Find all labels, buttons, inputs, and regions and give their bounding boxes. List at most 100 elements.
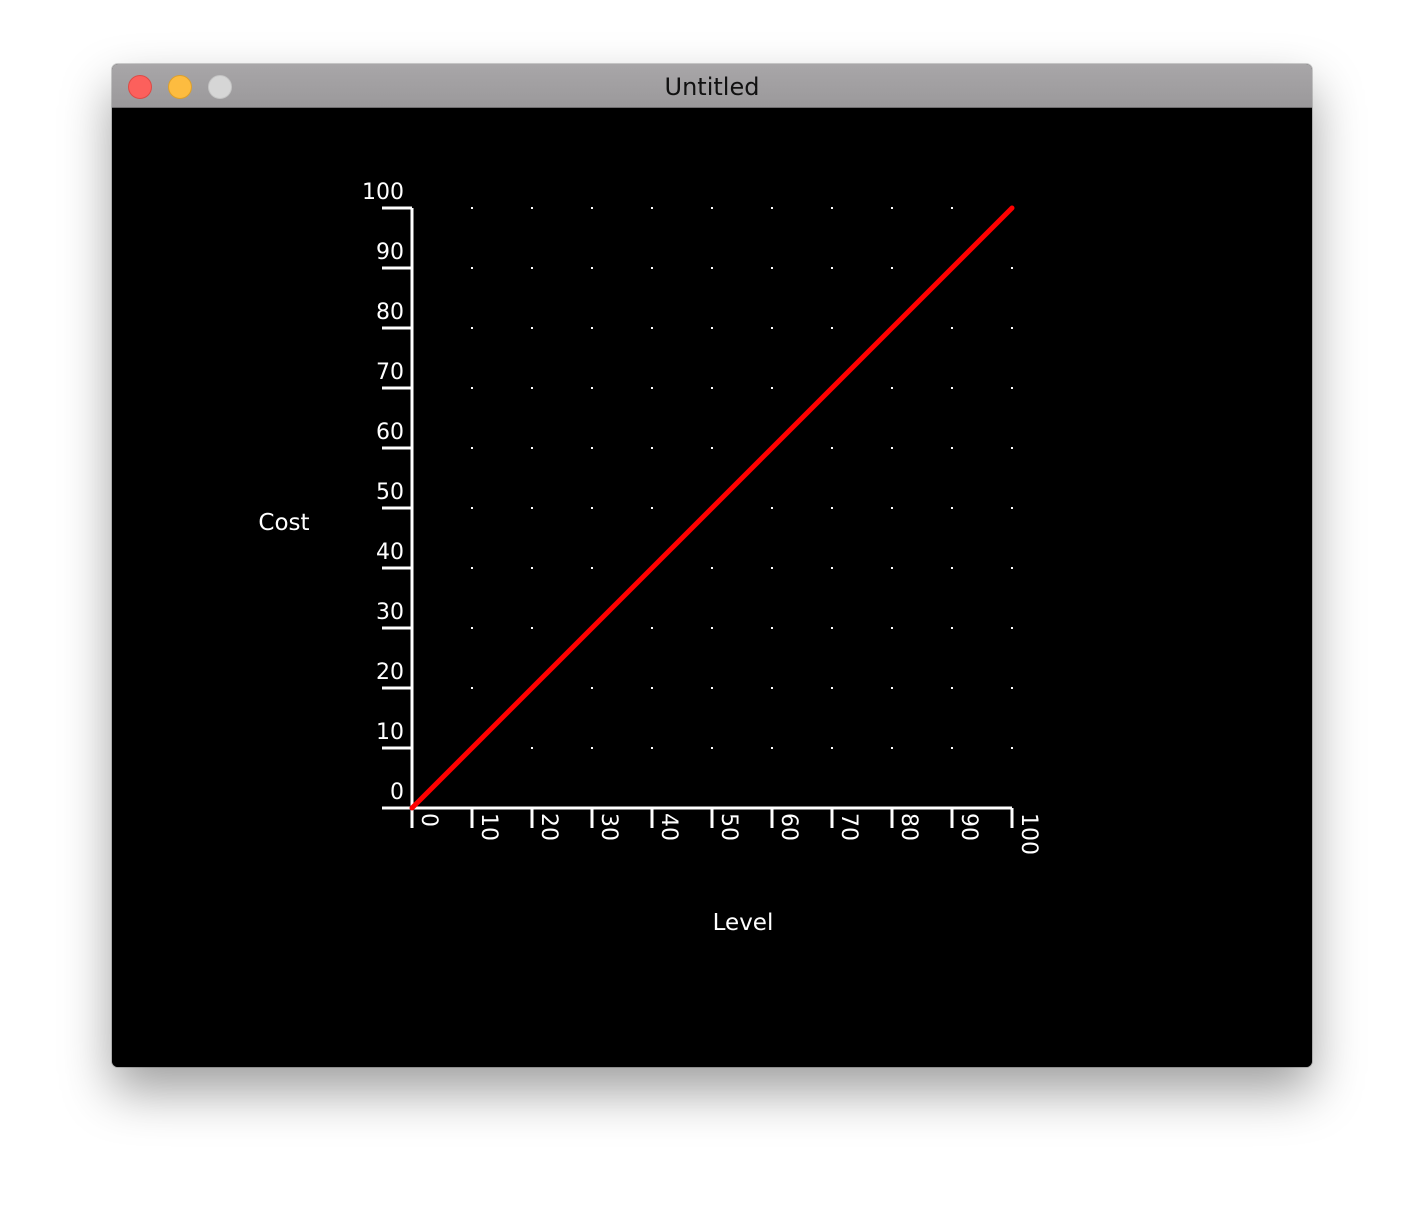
- minimize-button[interactable]: [168, 75, 192, 99]
- grid-dot: [771, 387, 773, 389]
- grid-dot: [711, 747, 713, 749]
- line-chart: 0 10 20 30 40 50 60 70 80 90 100 0 10 20 30 40 50 60 70 80 9…: [258, 180, 1041, 936]
- y-tick-label: 70: [376, 360, 404, 385]
- grid-dot: [831, 447, 833, 449]
- y-tick-label: 60: [376, 420, 404, 445]
- grid-dot: [471, 687, 473, 689]
- grid-dot: [531, 267, 533, 269]
- x-tick-label: 70: [836, 813, 861, 841]
- x-tick-label: 50: [716, 813, 741, 841]
- y-tick-label: 0: [390, 780, 404, 805]
- x-tick-label: 0: [416, 813, 441, 827]
- grid-dot: [1011, 507, 1013, 509]
- grid-dot: [591, 327, 593, 329]
- grid-dot: [531, 327, 533, 329]
- grid-dot: [591, 207, 593, 209]
- grid-dot: [591, 567, 593, 569]
- grid-dot: [471, 207, 473, 209]
- grid-dot: [1011, 447, 1013, 449]
- grid-dot: [831, 627, 833, 629]
- grid-dot: [651, 507, 653, 509]
- grid-dot: [711, 207, 713, 209]
- grid-dot: [651, 327, 653, 329]
- grid-dot: [1011, 747, 1013, 749]
- grid-dot: [531, 567, 533, 569]
- y-tick-label: 20: [376, 660, 404, 685]
- grid-dot: [771, 267, 773, 269]
- grid-dot: [711, 687, 713, 689]
- y-tick-label: 50: [376, 480, 404, 505]
- grid-dot: [951, 627, 953, 629]
- grid-dot: [651, 627, 653, 629]
- grid-dot: [1011, 387, 1013, 389]
- grid-dot: [831, 267, 833, 269]
- grid-dot: [771, 567, 773, 569]
- close-button[interactable]: [128, 75, 152, 99]
- grid-dot: [711, 267, 713, 269]
- x-tick-label: 10: [476, 813, 501, 841]
- grid-dot: [891, 627, 893, 629]
- tick-labels: 0 10 20 30 40 50 60 70 80 90 100 0 10 20 30 40 50 60 70 80 9…: [362, 180, 1041, 855]
- grid-dot: [831, 567, 833, 569]
- grid-dot: [651, 387, 653, 389]
- grid-dot: [591, 507, 593, 509]
- grid-dot: [891, 507, 893, 509]
- grid-dot: [531, 507, 533, 509]
- grid-dot: [471, 327, 473, 329]
- series: [409, 205, 1015, 811]
- y-tick-label: 40: [376, 540, 404, 565]
- grid-dot: [651, 207, 653, 209]
- grid-dot: [591, 687, 593, 689]
- grid-dot: [1011, 687, 1013, 689]
- grid-dot: [531, 387, 533, 389]
- grid-dot: [771, 747, 773, 749]
- grid-dot: [651, 747, 653, 749]
- grid-dot: [471, 507, 473, 509]
- grid-dot: [951, 207, 953, 209]
- x-tick-label: 60: [776, 813, 801, 841]
- grid-dot: [951, 447, 953, 449]
- series-line: [409, 205, 1015, 811]
- grid-dot: [891, 207, 893, 209]
- grid-dot: [891, 267, 893, 269]
- grid-dot: [531, 627, 533, 629]
- grid-dot: [711, 447, 713, 449]
- grid-dot: [531, 207, 533, 209]
- grid-dot: [591, 387, 593, 389]
- grid-dot: [471, 567, 473, 569]
- y-tick-label: 80: [376, 300, 404, 325]
- grid-dot: [831, 327, 833, 329]
- grid-dot: [771, 627, 773, 629]
- grid-dot: [711, 327, 713, 329]
- grid-dot: [1011, 327, 1013, 329]
- plot-canvas: 0 10 20 30 40 50 60 70 80 90 100 0 10 20 30 40 50 60 70 80 9…: [112, 108, 1312, 1067]
- window-title: Untitled: [664, 73, 760, 101]
- axes: [382, 206, 1014, 828]
- grid-dot: [831, 687, 833, 689]
- grid-dot: [471, 267, 473, 269]
- grid-dot: [711, 387, 713, 389]
- grid-dot: [951, 507, 953, 509]
- grid-dot: [951, 747, 953, 749]
- grid-dot: [951, 687, 953, 689]
- y-axis-label: Cost: [258, 510, 309, 536]
- x-tick-label: 20: [536, 813, 561, 841]
- grid-dot: [591, 267, 593, 269]
- title-bar[interactable]: Untitled: [112, 64, 1312, 108]
- grid-dot: [1011, 567, 1013, 569]
- grid-dot: [471, 627, 473, 629]
- grid-dot: [711, 627, 713, 629]
- x-tick-label: 40: [656, 813, 681, 841]
- zoom-button[interactable]: [208, 75, 232, 99]
- grid-dot: [1011, 267, 1013, 269]
- x-tick-label: 90: [956, 813, 981, 841]
- grid-dot: [831, 507, 833, 509]
- grid-dot: [891, 687, 893, 689]
- grid-dot: [891, 387, 893, 389]
- grid-dot: [831, 207, 833, 209]
- grid-dot: [651, 267, 653, 269]
- app-window: Untitled 0 10 20 30 40 50 60 70 80 90 100 0 10 20 30 40…: [112, 64, 1312, 1067]
- grid-dot: [951, 327, 953, 329]
- grid-dot: [651, 447, 653, 449]
- grid-dot: [891, 747, 893, 749]
